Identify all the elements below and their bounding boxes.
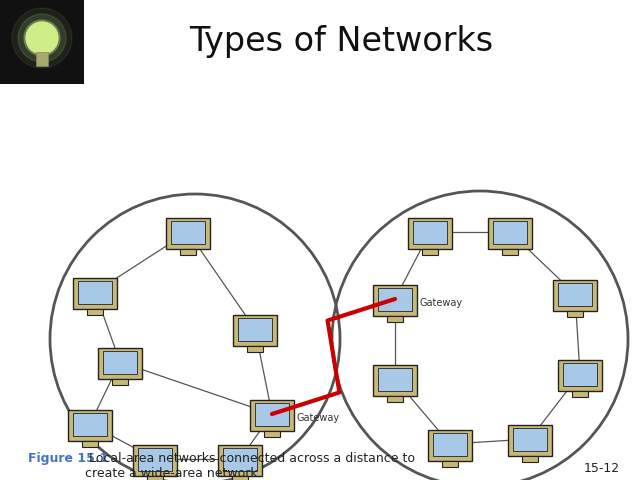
FancyBboxPatch shape	[428, 430, 472, 461]
Circle shape	[24, 20, 60, 56]
FancyBboxPatch shape	[488, 217, 532, 249]
Text: Gateway: Gateway	[420, 298, 463, 308]
FancyBboxPatch shape	[563, 363, 596, 386]
FancyBboxPatch shape	[238, 318, 272, 341]
FancyBboxPatch shape	[373, 285, 417, 316]
FancyBboxPatch shape	[232, 476, 248, 480]
FancyBboxPatch shape	[138, 448, 172, 471]
FancyBboxPatch shape	[78, 281, 112, 304]
Circle shape	[12, 8, 72, 68]
FancyBboxPatch shape	[133, 444, 177, 476]
FancyBboxPatch shape	[255, 403, 289, 426]
FancyBboxPatch shape	[147, 476, 163, 480]
FancyBboxPatch shape	[233, 314, 277, 346]
FancyBboxPatch shape	[68, 409, 112, 441]
FancyBboxPatch shape	[250, 399, 294, 431]
FancyBboxPatch shape	[433, 433, 467, 456]
FancyBboxPatch shape	[73, 277, 117, 309]
FancyBboxPatch shape	[218, 444, 262, 476]
FancyBboxPatch shape	[422, 249, 438, 254]
FancyBboxPatch shape	[387, 316, 403, 322]
FancyBboxPatch shape	[378, 288, 412, 311]
Circle shape	[18, 14, 66, 62]
FancyBboxPatch shape	[103, 351, 137, 374]
FancyBboxPatch shape	[74, 413, 107, 436]
Bar	[0, 0, 84, 84]
FancyBboxPatch shape	[508, 425, 552, 456]
FancyBboxPatch shape	[373, 365, 417, 396]
Text: Types of Networks: Types of Networks	[189, 25, 493, 59]
FancyBboxPatch shape	[264, 431, 280, 436]
FancyBboxPatch shape	[172, 221, 205, 244]
FancyBboxPatch shape	[566, 311, 583, 316]
FancyBboxPatch shape	[413, 221, 447, 244]
FancyBboxPatch shape	[442, 461, 458, 467]
Text: Gateway: Gateway	[297, 413, 340, 423]
FancyBboxPatch shape	[493, 221, 527, 244]
FancyBboxPatch shape	[513, 428, 547, 451]
Text: 15-12: 15-12	[584, 462, 620, 475]
FancyBboxPatch shape	[408, 217, 452, 249]
FancyBboxPatch shape	[82, 441, 99, 446]
Text: Local-area networks connected across a distance to
create a wide-area network: Local-area networks connected across a d…	[85, 452, 415, 480]
FancyBboxPatch shape	[558, 283, 592, 306]
Circle shape	[26, 22, 58, 54]
FancyBboxPatch shape	[223, 448, 257, 471]
Text: Figure 15.1: Figure 15.1	[28, 452, 108, 465]
FancyBboxPatch shape	[387, 396, 403, 401]
FancyBboxPatch shape	[166, 217, 210, 249]
FancyBboxPatch shape	[246, 346, 264, 351]
FancyBboxPatch shape	[572, 391, 588, 396]
Bar	[36, 52, 48, 66]
FancyBboxPatch shape	[111, 379, 129, 384]
FancyBboxPatch shape	[86, 309, 104, 314]
FancyBboxPatch shape	[558, 360, 602, 391]
FancyBboxPatch shape	[502, 249, 518, 254]
FancyBboxPatch shape	[378, 368, 412, 391]
FancyBboxPatch shape	[553, 279, 597, 311]
FancyBboxPatch shape	[180, 249, 196, 254]
FancyBboxPatch shape	[98, 348, 142, 379]
FancyBboxPatch shape	[522, 456, 538, 461]
